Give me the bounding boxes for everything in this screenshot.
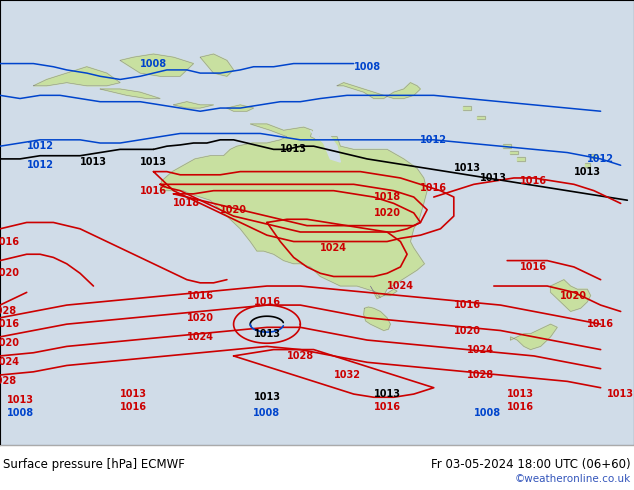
Text: 1020: 1020 (373, 208, 401, 218)
Text: 1016: 1016 (521, 176, 547, 186)
Text: 1013: 1013 (140, 157, 167, 167)
Text: 1024: 1024 (467, 344, 494, 355)
Text: 1016: 1016 (420, 182, 448, 193)
Text: 1012: 1012 (27, 160, 53, 170)
Text: 1020: 1020 (560, 291, 588, 300)
Text: 1013: 1013 (80, 157, 107, 167)
Text: 1013: 1013 (254, 392, 280, 402)
Text: 1008: 1008 (140, 59, 167, 69)
Polygon shape (200, 54, 233, 76)
Polygon shape (510, 150, 518, 154)
Polygon shape (34, 67, 120, 86)
Text: Surface pressure [hPa] ECMWF: Surface pressure [hPa] ECMWF (3, 458, 185, 471)
Text: 1016: 1016 (454, 300, 481, 310)
Text: 1013: 1013 (607, 389, 634, 399)
Text: 1013: 1013 (254, 329, 280, 339)
Text: 1016: 1016 (0, 237, 20, 246)
Text: 1013: 1013 (120, 389, 147, 399)
Polygon shape (477, 116, 484, 120)
Text: 1016: 1016 (0, 319, 20, 329)
Text: 1020: 1020 (220, 205, 247, 215)
Polygon shape (517, 157, 524, 161)
Polygon shape (550, 280, 591, 312)
Text: 1020: 1020 (454, 325, 481, 336)
Polygon shape (160, 124, 427, 299)
Text: 1013: 1013 (280, 145, 307, 154)
Text: 1028: 1028 (0, 306, 17, 317)
Text: 1016: 1016 (373, 402, 401, 412)
Text: 1032: 1032 (333, 370, 361, 380)
Text: 1028: 1028 (287, 351, 314, 361)
Text: 1013: 1013 (454, 164, 481, 173)
Text: 1020: 1020 (0, 338, 20, 348)
Text: 1018: 1018 (373, 192, 401, 202)
Text: 1012: 1012 (587, 154, 614, 164)
Text: 1016: 1016 (587, 319, 614, 329)
Text: 1028: 1028 (467, 370, 494, 380)
Text: 1020: 1020 (186, 313, 214, 323)
Text: 1016: 1016 (254, 297, 280, 307)
Text: 1018: 1018 (173, 198, 200, 208)
Text: 1008: 1008 (354, 62, 380, 72)
Polygon shape (337, 83, 420, 98)
Polygon shape (310, 130, 340, 162)
Polygon shape (585, 163, 590, 167)
Polygon shape (227, 105, 254, 111)
Polygon shape (364, 307, 391, 331)
Text: 1024: 1024 (387, 281, 414, 291)
Text: 1013: 1013 (6, 395, 34, 405)
Text: 1013: 1013 (481, 173, 507, 183)
Text: 1016: 1016 (120, 402, 147, 412)
Polygon shape (174, 102, 214, 108)
Text: 1016: 1016 (507, 402, 534, 412)
Text: 1013: 1013 (373, 389, 401, 399)
Text: 1020: 1020 (0, 269, 20, 278)
Text: 1016: 1016 (521, 262, 547, 272)
Polygon shape (510, 324, 557, 349)
Text: 1008: 1008 (474, 408, 501, 418)
Text: 1012: 1012 (420, 135, 448, 145)
Text: ©weatheronline.co.uk: ©weatheronline.co.uk (515, 474, 631, 484)
Text: 1024: 1024 (0, 357, 20, 368)
Text: 1013: 1013 (507, 389, 534, 399)
Polygon shape (120, 54, 193, 76)
Polygon shape (503, 144, 511, 148)
Text: 1013: 1013 (574, 167, 601, 176)
Text: 1016: 1016 (140, 186, 167, 196)
Polygon shape (592, 154, 597, 158)
Text: 1024: 1024 (186, 332, 214, 342)
Text: 1024: 1024 (320, 243, 347, 253)
Polygon shape (100, 89, 160, 98)
Text: Fr 03-05-2024 18:00 UTC (06+60): Fr 03-05-2024 18:00 UTC (06+60) (431, 458, 631, 471)
Polygon shape (463, 106, 471, 110)
Text: 1008: 1008 (254, 408, 280, 418)
Text: 1012: 1012 (27, 141, 53, 151)
Text: 1008: 1008 (6, 408, 34, 418)
Text: 1028: 1028 (0, 376, 17, 386)
Text: 1016: 1016 (186, 291, 214, 300)
